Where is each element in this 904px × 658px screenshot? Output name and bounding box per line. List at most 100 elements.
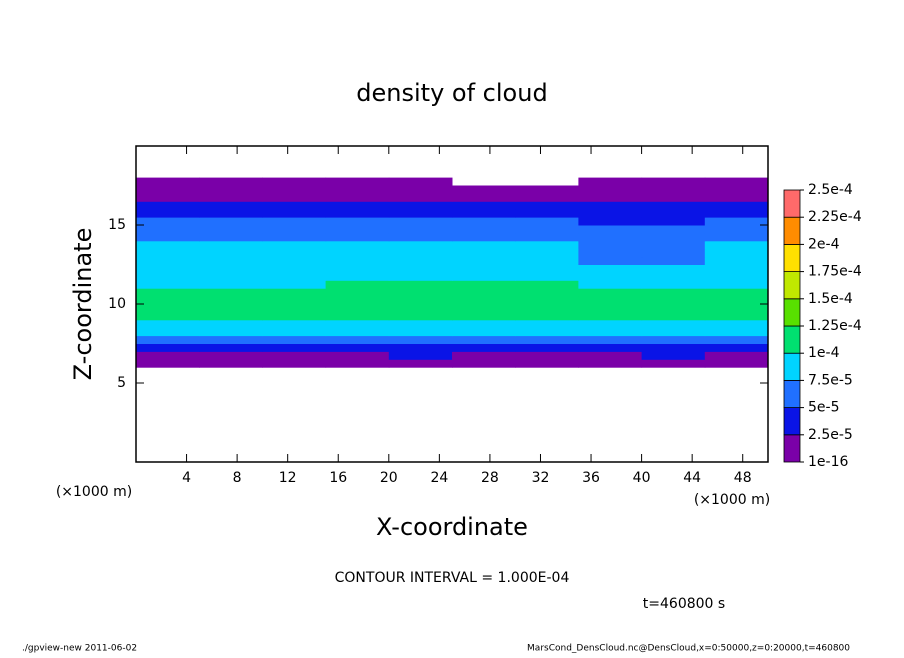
heatmap-cell: [136, 327, 200, 337]
heatmap-cell: [388, 201, 453, 210]
colorbar-box: [783, 298, 801, 327]
heatmap-cell: [388, 319, 453, 329]
heatmap-cell: [325, 240, 390, 250]
heatmap-cell: [199, 343, 263, 352]
x-unit-label: (×1000 m): [56, 484, 132, 500]
colorbar-box: [783, 434, 801, 463]
colorbar-label: 1.5e-4: [808, 291, 853, 307]
heatmap-cell: [704, 351, 769, 360]
heatmap-cell: [199, 209, 263, 218]
heatmap-cell: [136, 185, 200, 194]
heatmap-cell: [452, 311, 516, 321]
heatmap-cell: [515, 343, 579, 352]
heatmap-cell: [136, 217, 200, 226]
heatmap-cell: [641, 209, 706, 218]
heatmap-cell: [704, 304, 769, 313]
heatmap-cell: [262, 359, 327, 368]
heatmap-cell: [452, 201, 516, 210]
heatmap-cell: [262, 193, 327, 202]
heatmap-cell: [578, 193, 643, 202]
x-unit-label: (×1000 m): [694, 492, 770, 508]
heatmap-cell: [515, 193, 579, 202]
heatmap-cell: [388, 296, 453, 305]
heatmap-cell: [388, 240, 453, 250]
heatmap-cell: [199, 248, 263, 258]
heatmap-cell: [136, 201, 200, 210]
heatmap-cell: [136, 240, 200, 250]
heatmap-cell: [388, 232, 453, 242]
heatmap-cell: [199, 201, 263, 210]
heatmap-cell: [136, 335, 200, 344]
heatmap-cell: [262, 343, 327, 352]
heatmap-cell: [515, 327, 579, 337]
colorbar-box: [783, 271, 801, 300]
heatmap-cell: [578, 240, 643, 250]
heatmap-cell: [388, 248, 453, 258]
heatmap-cell: [199, 256, 263, 265]
x-tick-label: 12: [279, 470, 297, 486]
heatmap-cell: [641, 335, 706, 344]
heatmap-cell: [641, 351, 706, 360]
heatmap-cell: [388, 351, 453, 360]
heatmap-cell: [452, 232, 516, 242]
heatmap-cell: [136, 280, 200, 289]
heatmap-cell: [578, 256, 643, 265]
heatmap-cell: [578, 232, 643, 242]
heatmap-cell: [262, 209, 327, 218]
heatmap-cell: [136, 232, 200, 242]
heatmap-cell: [388, 311, 453, 321]
heatmap-cell: [325, 359, 390, 368]
heatmap-cell: [515, 185, 579, 194]
heatmap-cell: [641, 319, 706, 329]
heatmap-cell: [199, 335, 263, 344]
heatmap-cell: [388, 272, 453, 281]
heatmap-cell: [704, 327, 769, 337]
x-tick-label: 20: [380, 470, 398, 486]
heatmap-cell: [262, 240, 327, 250]
heatmap-cell: [388, 359, 453, 368]
heatmap-cell: [704, 209, 769, 218]
heatmap-cell: [325, 185, 390, 194]
heatmap-cell: [325, 225, 390, 234]
heatmap-cell: [452, 343, 516, 352]
heatmap-cell: [262, 327, 327, 337]
heatmap-cell: [452, 264, 516, 273]
heatmap-cell: [704, 232, 769, 242]
heatmap-cell: [704, 256, 769, 265]
x-tick-label: 40: [633, 470, 651, 486]
heatmap-cell: [136, 359, 200, 368]
heatmap-cell: [199, 217, 263, 226]
heatmap-cell: [578, 201, 643, 210]
heatmap-cell: [325, 272, 390, 281]
heatmap-cell: [262, 217, 327, 226]
heatmap-cell: [452, 335, 516, 344]
heatmap-cell: [262, 335, 327, 344]
heatmap-cell: [136, 264, 200, 273]
heatmap-cell: [262, 319, 327, 329]
heatmap-cell: [452, 193, 516, 202]
heatmap-cell: [515, 319, 579, 329]
heatmap-cell: [199, 225, 263, 234]
heatmap-cell: [388, 343, 453, 352]
x-tick-label: 28: [481, 470, 499, 486]
heatmap-cell: [452, 304, 516, 313]
heatmap-cell: [199, 264, 263, 273]
y-tick-label: 5: [117, 375, 126, 391]
heatmap-cell: [578, 185, 643, 194]
heatmap-cell: [704, 264, 769, 273]
heatmap-cell: [515, 359, 579, 368]
heatmap-cell: [578, 248, 643, 258]
heatmap-cell: [641, 280, 706, 289]
heatmap-cell: [578, 327, 643, 337]
heatmap-cell: [262, 185, 327, 194]
heatmap-cell: [199, 327, 263, 337]
heatmap-cell: [641, 264, 706, 273]
heatmap-cell: [388, 256, 453, 265]
heatmap-cell: [515, 217, 579, 226]
colorbar-label: 1e-4: [808, 345, 840, 361]
heatmap-cell: [704, 343, 769, 352]
heatmap-cell: [578, 217, 643, 226]
heatmap-cell: [136, 351, 200, 360]
heatmap-cell: [452, 248, 516, 258]
heatmap-cell: [515, 256, 579, 265]
